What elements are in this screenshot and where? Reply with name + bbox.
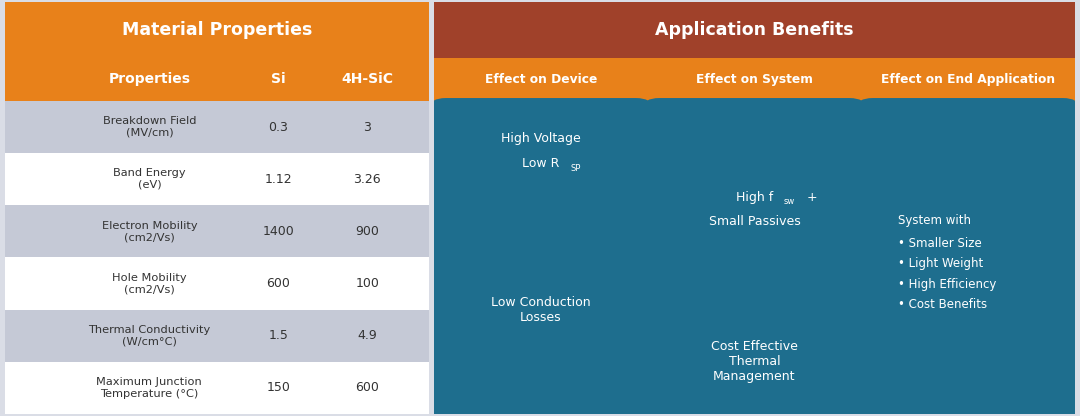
FancyBboxPatch shape	[859, 101, 864, 414]
Text: 150: 150	[267, 381, 291, 394]
Text: Material Properties: Material Properties	[122, 21, 312, 39]
FancyBboxPatch shape	[644, 98, 865, 312]
FancyBboxPatch shape	[5, 101, 429, 153]
FancyBboxPatch shape	[430, 98, 652, 208]
Text: Cost Effective
Thermal
Management: Cost Effective Thermal Management	[711, 340, 798, 383]
FancyBboxPatch shape	[5, 310, 429, 362]
Text: 1.12: 1.12	[265, 173, 293, 186]
Text: Effect on End Application: Effect on End Application	[881, 73, 1055, 86]
FancyBboxPatch shape	[5, 258, 429, 310]
Text: Effect on System: Effect on System	[696, 73, 813, 86]
Text: 3: 3	[364, 121, 372, 134]
Text: 1.5: 1.5	[269, 329, 288, 342]
Text: • Light Weight: • Light Weight	[899, 257, 984, 270]
FancyBboxPatch shape	[434, 2, 1075, 414]
Text: Small Passives: Small Passives	[708, 215, 800, 228]
FancyBboxPatch shape	[434, 310, 1075, 414]
Text: Effect on Device: Effect on Device	[485, 73, 597, 86]
Text: Breakdown Field
(MV/cm): Breakdown Field (MV/cm)	[103, 116, 197, 138]
FancyBboxPatch shape	[430, 202, 652, 416]
Text: 600: 600	[355, 381, 379, 394]
Text: Si: Si	[271, 72, 286, 86]
Text: 600: 600	[267, 277, 291, 290]
Text: • Cost Benefits: • Cost Benefits	[899, 298, 987, 311]
Text: Low Conduction
Losses: Low Conduction Losses	[491, 296, 591, 324]
Text: SP: SP	[571, 164, 581, 173]
Text: 0.3: 0.3	[269, 121, 288, 134]
FancyBboxPatch shape	[856, 98, 1079, 416]
Text: Application Benefits: Application Benefits	[656, 21, 853, 39]
FancyBboxPatch shape	[5, 58, 429, 101]
Text: Properties: Properties	[108, 72, 190, 86]
FancyBboxPatch shape	[5, 362, 429, 414]
Text: 1400: 1400	[262, 225, 295, 238]
Text: Low R: Low R	[523, 157, 559, 170]
Text: High Voltage: High Voltage	[501, 132, 581, 145]
Text: 3.26: 3.26	[353, 173, 381, 186]
Text: 900: 900	[355, 225, 379, 238]
Text: Band Energy
(eV): Band Energy (eV)	[113, 168, 186, 190]
FancyBboxPatch shape	[5, 2, 429, 58]
FancyBboxPatch shape	[434, 203, 1075, 208]
FancyBboxPatch shape	[434, 2, 1075, 58]
Text: 4.9: 4.9	[357, 329, 377, 342]
Text: Thermal Conductivity
(W/cm°C): Thermal Conductivity (W/cm°C)	[89, 325, 211, 347]
Text: Electron Mobility
(cm2/Vs): Electron Mobility (cm2/Vs)	[102, 220, 198, 242]
FancyBboxPatch shape	[5, 2, 429, 414]
Text: 100: 100	[355, 277, 379, 290]
FancyBboxPatch shape	[434, 58, 1075, 101]
Text: Hole Mobility
(cm2/Vs): Hole Mobility (cm2/Vs)	[112, 273, 187, 294]
Text: Maximum Junction
Temperature (°C): Maximum Junction Temperature (°C)	[96, 377, 202, 399]
FancyBboxPatch shape	[434, 101, 1075, 205]
FancyBboxPatch shape	[645, 101, 650, 414]
FancyBboxPatch shape	[434, 307, 1075, 312]
FancyBboxPatch shape	[644, 307, 865, 416]
Text: +: +	[807, 191, 818, 203]
Text: • Smaller Size: • Smaller Size	[899, 237, 982, 250]
FancyBboxPatch shape	[5, 205, 429, 258]
Text: • High Efficiency: • High Efficiency	[899, 278, 997, 291]
Text: System with: System with	[899, 214, 971, 227]
FancyBboxPatch shape	[5, 153, 429, 205]
Text: High f: High f	[735, 191, 773, 203]
Text: 4H-SiC: 4H-SiC	[341, 72, 393, 86]
Text: sw: sw	[784, 198, 795, 206]
FancyBboxPatch shape	[434, 205, 1075, 310]
